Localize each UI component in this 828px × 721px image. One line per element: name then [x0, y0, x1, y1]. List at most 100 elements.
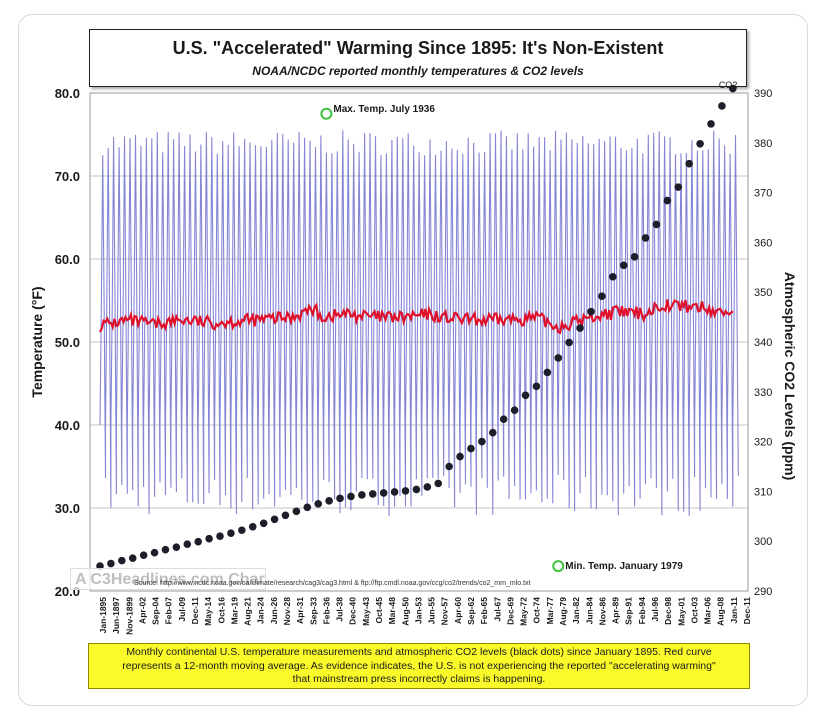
x-tick-label: Nov-57: [440, 597, 450, 626]
co2-point: [423, 483, 432, 491]
co2-point: [729, 84, 737, 93]
max-temp-annotation: Max. Temp. July 1936: [333, 104, 435, 115]
x-tick-label: Apr-60: [453, 597, 463, 624]
co2-series: [96, 84, 737, 570]
source-note: Source: http://www.ncdc.noaa.gov/oa/clim…: [134, 580, 531, 587]
co2-point: [303, 503, 312, 512]
x-tick-label: Feb-94: [637, 597, 647, 625]
y2-tick-label: 340: [754, 337, 772, 349]
x-tick-label: Aug-79: [558, 597, 568, 626]
co2-point: [543, 368, 552, 377]
co2-point: [379, 489, 388, 497]
x-tick-label: Nov-86: [597, 597, 607, 626]
chart-subtitle: NOAA/NCDC reported monthly temperatures …: [252, 64, 584, 78]
co2-point: [609, 272, 617, 281]
y-tick-label: 50.0: [55, 335, 80, 350]
x-tick-label: Dec-69: [505, 597, 515, 625]
co2-point: [576, 324, 584, 332]
x-tick-label: Mar-77: [545, 597, 555, 625]
co2-point: [488, 428, 497, 437]
x-tick-label: Apr-02: [137, 597, 147, 624]
co2-point: [96, 562, 104, 570]
co2-point: [347, 492, 355, 501]
x-tick-label: Jun-1897: [111, 597, 121, 634]
co2-point: [532, 382, 541, 391]
x-tick-label: Jul-38: [335, 597, 345, 622]
co2-point: [314, 500, 323, 508]
x-tick-label: Oct-03: [689, 597, 699, 624]
monthly-temperature-series: [99, 130, 739, 517]
title-box: U.S. "Accelerated" Warming Since 1895: I…: [89, 29, 747, 87]
co2-point: [467, 444, 475, 453]
x-tick-label: Jul-09: [177, 597, 187, 622]
x-tick-label: Dec-11: [190, 597, 200, 625]
co2-point: [718, 102, 726, 110]
x-tick-label: Jan-11: [729, 597, 739, 624]
x-tick-label: Aug-50: [400, 597, 410, 626]
co2-point: [161, 545, 170, 554]
x-tick-label: Sep-33: [308, 597, 318, 625]
caption-line-1: Monthly continental U.S. temperature mea…: [126, 646, 712, 658]
y2-tick-label: 360: [754, 237, 772, 249]
co2-point: [652, 220, 661, 229]
x-tick-label: Sep-62: [466, 597, 476, 625]
y2-tick-label: 330: [754, 387, 772, 399]
co2-point: [521, 391, 530, 400]
co2-point: [674, 183, 683, 191]
co2-point: [259, 519, 268, 528]
x-axis-ticks: Jan-1895 Jun-1897 Nov-1899 Apr-02 Sep-04 Feb-…: [98, 597, 752, 635]
co2-point: [270, 515, 279, 524]
x-tick-label: Jan-1895: [98, 597, 108, 634]
x-tick-label: Jan-82: [571, 597, 581, 624]
x-tick-label: Apr-89: [611, 597, 621, 624]
y-tick-label: 80.0: [55, 86, 80, 101]
y2-tick-label: 310: [754, 486, 772, 498]
co2-point: [412, 485, 421, 494]
moving-average-series: [99, 299, 734, 335]
left-axis-ticks: 80.070.060.050.040.030.020.0: [55, 86, 80, 599]
co2-point: [685, 159, 693, 168]
x-tick-label: Jan-24: [256, 597, 266, 624]
x-tick-label: Oct-74: [532, 597, 542, 624]
co2-point: [510, 406, 519, 415]
moving-average-line: [99, 299, 734, 335]
co2-point: [358, 491, 366, 499]
co2-point: [587, 307, 595, 316]
x-tick-label: Jun-26: [269, 597, 279, 625]
y2-tick-label: 350: [754, 287, 772, 299]
co2-annotation: CO2: [719, 80, 738, 90]
x-tick-label: Sep-91: [624, 597, 634, 625]
co2-point: [598, 292, 606, 300]
y-tick-label: 30.0: [55, 501, 80, 516]
co2-point: [390, 488, 399, 496]
y-tick-label: 70.0: [55, 169, 80, 184]
x-tick-label: Sep-04: [151, 597, 161, 625]
annotations: Max. Temp. July 1936 Min. Temp. January 1…: [320, 80, 738, 573]
x-tick-label: Jan-53: [413, 597, 423, 624]
co2-point: [696, 139, 704, 148]
max-temp-marker: [320, 107, 333, 120]
y2-tick-label: 390: [754, 88, 772, 100]
co2-point: [663, 196, 672, 205]
x-tick-label: Oct-16: [216, 597, 226, 624]
co2-point: [368, 490, 377, 498]
min-temp-marker: [552, 560, 565, 573]
x-tick-label: Nov-28: [282, 597, 292, 626]
x-tick-label: May-14: [203, 597, 213, 626]
monthly-temperature-line: [99, 130, 739, 517]
x-tick-label: Mar-19: [229, 597, 239, 625]
co2-point: [641, 234, 650, 242]
co2-point: [565, 338, 573, 347]
co2-point: [107, 559, 115, 568]
x-tick-label: Feb-65: [479, 597, 489, 625]
co2-point: [205, 534, 213, 543]
co2-point: [445, 462, 453, 471]
co2-point: [554, 354, 563, 362]
co2-point: [227, 529, 235, 538]
caption-line-3: that mainstream press incorrectly claims…: [292, 673, 546, 685]
co2-point: [150, 548, 159, 557]
y2-tick-label: 380: [754, 138, 772, 150]
co2-point: [183, 540, 192, 548]
right-axis-ticks: 390 380 370 360 350 340 330 320 310 300 290: [754, 88, 772, 598]
co2-point: [478, 437, 486, 446]
